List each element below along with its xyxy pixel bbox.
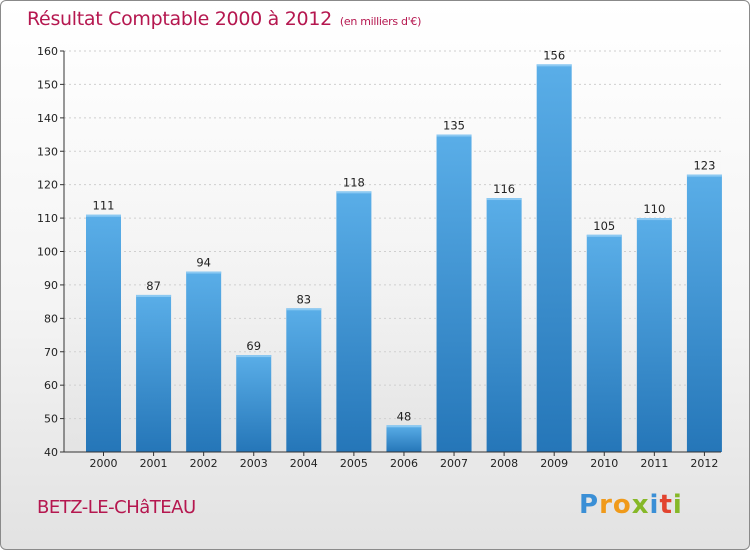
logo-letter: t xyxy=(659,490,673,520)
y-tick-label: 130 xyxy=(37,145,58,158)
logo-letter: o xyxy=(612,490,632,520)
logo-letter: i xyxy=(672,490,683,520)
bar-value-label: 69 xyxy=(246,339,261,353)
x-tick-label: 2001 xyxy=(140,457,168,470)
bar xyxy=(386,425,422,452)
x-tick-label: 2006 xyxy=(390,457,418,470)
bar xyxy=(286,308,322,452)
x-tick-label: 2007 xyxy=(440,457,468,470)
bar-highlight xyxy=(636,218,672,221)
bar-value-label: 156 xyxy=(543,48,565,62)
logo-letter: i xyxy=(649,490,660,520)
bar-value-label: 48 xyxy=(397,409,412,423)
bar xyxy=(136,294,172,452)
y-tick-label: 60 xyxy=(44,379,58,392)
y-tick-label: 70 xyxy=(44,346,58,359)
logo-letter: r xyxy=(599,490,613,520)
axis-layer: 40 50 60 70 80 90 100 110 120 130 140 150 160 2000 200… xyxy=(37,45,721,470)
x-tick-label: 2004 xyxy=(290,457,318,470)
y-tick-label: 40 xyxy=(44,446,58,459)
x-tick-label: 2010 xyxy=(590,457,618,470)
bar-highlight xyxy=(136,294,172,297)
bar-value-label: 94 xyxy=(196,256,211,270)
chart-subtitle: (en milliers d'€) xyxy=(339,15,422,28)
x-tick-label: 2012 xyxy=(690,457,718,470)
x-tick-label: 2011 xyxy=(640,457,668,470)
y-tick-label: 120 xyxy=(37,179,58,192)
bar xyxy=(186,271,222,452)
chart-title: Résultat Comptable 2000 à 2012 xyxy=(27,8,332,30)
bar xyxy=(336,191,372,452)
proxiti-logo: Proxiti xyxy=(579,490,683,520)
x-tick-label: 2009 xyxy=(540,457,568,470)
bar-value-label: 110 xyxy=(643,202,665,216)
logo-letter: P xyxy=(579,490,600,520)
x-tick-label: 2008 xyxy=(490,457,518,470)
bar xyxy=(86,214,121,452)
bar-value-label: 83 xyxy=(296,292,311,306)
bar-highlight xyxy=(236,355,272,358)
bar-value-label: 116 xyxy=(493,182,515,196)
bar-value-label: 123 xyxy=(693,159,715,173)
bar-value-label: 111 xyxy=(93,199,115,213)
x-tick-label: 2005 xyxy=(340,457,368,470)
commune-name: BETZ-LE-CHâTEAU xyxy=(37,497,196,518)
bar-value-label: 87 xyxy=(146,279,161,293)
logo-letter: x xyxy=(631,490,650,520)
bar-highlight xyxy=(686,174,722,177)
bar-highlight xyxy=(286,308,322,311)
bar xyxy=(436,134,472,452)
bar-value-label: 105 xyxy=(593,219,615,233)
bar-highlight xyxy=(586,234,622,237)
y-tick-label: 160 xyxy=(37,45,58,58)
bar xyxy=(236,355,272,452)
y-tick-label: 100 xyxy=(37,246,58,259)
x-tick-label: 2003 xyxy=(240,457,268,470)
bar-value-label: 135 xyxy=(443,119,465,133)
y-tick-label: 80 xyxy=(44,312,58,325)
bar-highlight xyxy=(486,198,522,201)
bar-highlight xyxy=(186,271,222,274)
bar-highlight xyxy=(536,64,572,67)
y-tick-label: 150 xyxy=(37,78,58,91)
bar-layer: 111 87 94 69 83 118 48 135 116 156 105 110 123 xyxy=(86,48,722,452)
y-tick-label: 50 xyxy=(44,413,58,426)
bar-value-label: 118 xyxy=(343,175,365,189)
y-tick-label: 110 xyxy=(37,212,58,225)
y-tick-label: 90 xyxy=(44,279,58,292)
bar-highlight xyxy=(436,134,472,137)
bar-highlight xyxy=(386,425,422,428)
x-tick-label: 2002 xyxy=(190,457,218,470)
bar xyxy=(636,218,672,452)
bar xyxy=(536,64,572,452)
chart-title-block: Résultat Comptable 2000 à 2012 (en millie… xyxy=(27,8,421,30)
bar-highlight xyxy=(336,191,372,194)
x-tick-label: 2000 xyxy=(90,457,118,470)
bar xyxy=(586,234,622,452)
y-tick-label: 140 xyxy=(37,112,58,125)
bar xyxy=(486,198,522,452)
bar xyxy=(686,174,722,452)
bar-highlight xyxy=(86,214,121,217)
